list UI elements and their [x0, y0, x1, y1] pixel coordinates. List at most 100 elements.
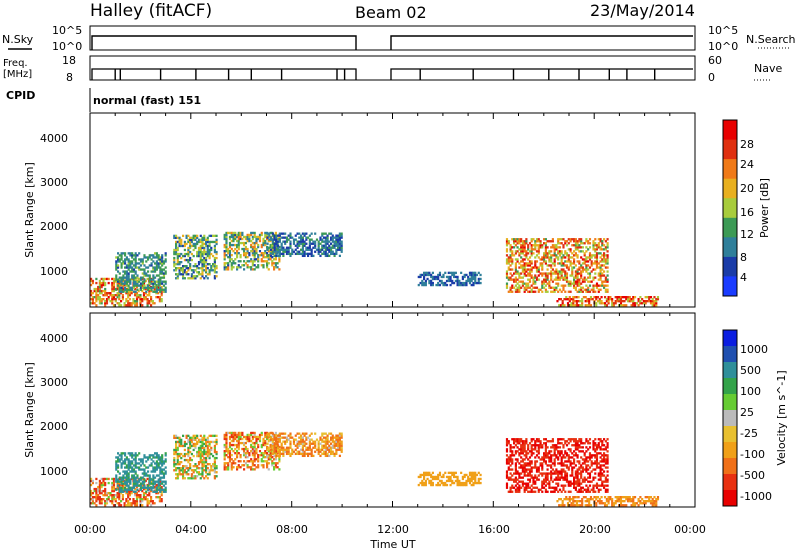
heatmap-cell-region-3	[246, 435, 249, 439]
heatmap-cell-region-6	[562, 476, 565, 479]
heatmap-cell-region-4	[321, 446, 324, 449]
heatmap-cell-region-2	[175, 252, 178, 256]
heatmap-cell-region-5	[445, 275, 449, 279]
heatmap-cell-region-0	[90, 489, 93, 493]
heatmap-cell-region-6	[557, 476, 560, 479]
heatmap-cell-region-1	[115, 280, 118, 283]
heatmap-cell-region-0	[125, 498, 128, 501]
heatmap-cell-region-0	[118, 477, 121, 481]
heatmap-cell-region-3	[227, 462, 230, 465]
heatmap-cell-region-2	[182, 275, 185, 278]
heatmap-cell-region-6	[509, 268, 512, 271]
heatmap-cell-region-6	[535, 444, 539, 447]
heatmap-cell-region-3	[243, 447, 246, 451]
heatmap-cell-region-6	[534, 242, 537, 245]
heatmap-cell-region-4	[305, 448, 308, 451]
heatmap-cell-region-3	[255, 452, 258, 455]
heatmap-cell-region-2	[196, 240, 199, 244]
heatmap-cell-region-6	[539, 242, 542, 245]
heatmap-cell-region-4	[338, 240, 341, 243]
heatmap-cell-region-3	[276, 266, 279, 269]
heatmap-cell-region-1	[164, 454, 167, 457]
heatmap-cell-region-6	[521, 470, 524, 473]
heatmap-cell-region-3	[253, 250, 256, 253]
heatmap-cell-region-5	[472, 475, 475, 479]
heatmap-cell-region-6	[599, 274, 602, 277]
heatmap-cell-region-6	[521, 482, 524, 485]
heatmap-cell-region-1	[162, 274, 166, 277]
heatmap-cell-region-0	[112, 294, 116, 297]
heatmap-cell-region-0	[125, 492, 128, 495]
heatmap-cell-region-3	[260, 260, 263, 263]
heatmap-cell-region-5	[435, 277, 438, 281]
heatmap-cell-region-3	[230, 458, 233, 461]
heatmap-cell-region-2	[194, 265, 197, 268]
heatmap-cell-region-2	[203, 265, 206, 268]
heatmap-cell-region-6	[534, 280, 537, 283]
heatmap-cell-region-6	[543, 452, 546, 455]
heatmap-cell-region-2	[205, 461, 208, 464]
heatmap-cell-region-6	[567, 254, 570, 257]
heatmap-cell-region-4	[300, 242, 303, 245]
heatmap-cell-region-5	[435, 483, 438, 487]
heatmap-cell-region-2	[190, 458, 193, 462]
heatmap-cell-region-6	[564, 284, 567, 287]
heatmap-cell-region-6	[573, 260, 576, 263]
heatmap-cell-region-0	[146, 494, 149, 497]
heatmap-cell-region-7	[586, 300, 589, 303]
heatmap-cell-region-6	[553, 272, 556, 275]
heatmap-cell-region-6	[555, 254, 558, 257]
heatmap-cell-region-2	[192, 248, 195, 252]
heatmap-cell-region-6	[530, 488, 533, 491]
heatmap-cell-region-2	[196, 471, 199, 474]
heatmap-cell-region-0	[135, 485, 139, 489]
heatmap-cell-region-2	[190, 269, 193, 272]
heatmap-cell-region-1	[148, 474, 151, 477]
heatmap-cell-region-3	[243, 452, 246, 455]
heatmap-cell-region-1	[161, 268, 164, 271]
heatmap-cell-region-6	[514, 264, 517, 267]
heatmap-cell-region-2	[201, 269, 204, 272]
heatmap-cell-region-6	[535, 478, 539, 481]
heatmap-cell-region-4	[322, 250, 326, 253]
heatmap-cell-region-3	[244, 447, 247, 451]
heatmap-cell-region-3	[267, 258, 270, 261]
heatmap-cell-region-3	[236, 454, 239, 457]
heatmap-cell-region-1	[162, 474, 166, 477]
heatmap-cell-region-1	[147, 470, 150, 473]
heatmap-cell-region-3	[227, 247, 230, 251]
heatmap-cell-region-2	[208, 271, 211, 274]
heatmap-cell-region-5	[440, 275, 443, 279]
heatmap-cell-region-6	[550, 264, 553, 267]
heatmap-cell-region-1	[122, 478, 125, 481]
heatmap-cell-region-1	[117, 284, 120, 287]
heatmap-cell-region-4	[291, 450, 294, 453]
heatmap-cell-region-6	[507, 468, 510, 471]
heatmap-cell-region-6	[573, 262, 576, 265]
heatmap-cell-region-1	[157, 484, 160, 487]
heatmap-cell-region-7	[598, 302, 601, 305]
heatmap-cell-region-6	[550, 290, 553, 293]
heatmap-cell-region-3	[225, 447, 228, 451]
heatmap-cell-region-6	[539, 488, 542, 491]
heatmap-cell-region-3	[260, 431, 263, 435]
heatmap-cell-region-2	[215, 456, 218, 460]
heatmap-cell-region-1	[145, 286, 148, 289]
heatmap-cell-region-0	[90, 494, 93, 497]
heatmap-cell-region-3	[228, 456, 232, 459]
heatmap-cell-region-5	[444, 471, 447, 475]
heatmap-cell-region-1	[129, 480, 132, 483]
heatmap-cell-region-1	[138, 284, 141, 287]
heatmap-cell-region-6	[546, 252, 549, 255]
heatmap-cell-region-5	[468, 279, 472, 283]
heatmap-cell-region-0	[104, 277, 107, 281]
heatmap-cell-region-7	[579, 304, 582, 307]
heatmap-cell-region-6	[583, 260, 586, 263]
heatmap-cell-region-3	[258, 235, 262, 239]
heatmap-cell-region-0	[158, 483, 161, 487]
heatmap-cell-region-1	[161, 264, 164, 267]
heatmap-cell-region-6	[551, 446, 554, 449]
heatmap-cell-region-5	[424, 271, 427, 275]
heatmap-cell-region-6	[606, 244, 609, 247]
heatmap-cell-region-6	[594, 244, 597, 247]
